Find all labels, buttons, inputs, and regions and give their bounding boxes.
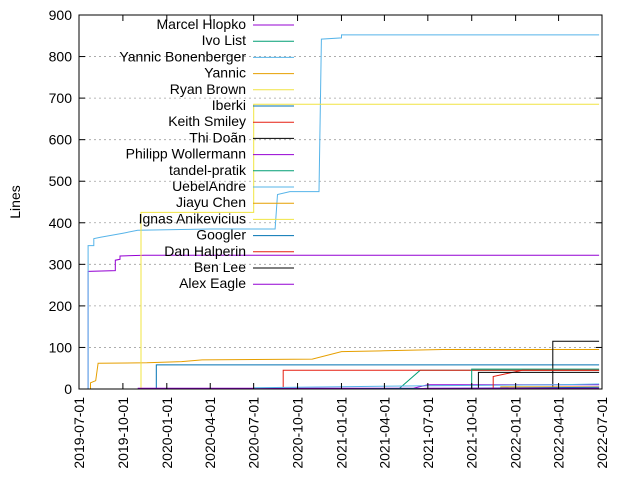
legend-label: tandel-pratik — [169, 162, 247, 178]
series-line — [471, 368, 600, 389]
series-line — [90, 349, 600, 389]
legend-label: Thi Doãn — [189, 129, 246, 145]
legend-label: Alex Eagle — [179, 275, 246, 291]
x-tick-label: 2021-07-01 — [420, 397, 436, 469]
y-tick-label: 400 — [49, 215, 73, 231]
series-line — [140, 103, 600, 389]
legend-label: Ryan Brown — [170, 81, 246, 97]
series-line — [552, 340, 600, 389]
y-tick-label: 700 — [49, 90, 73, 106]
series-line — [282, 369, 600, 389]
y-tick-label: 600 — [49, 132, 73, 148]
x-tick-label: 2022-04-01 — [551, 397, 567, 469]
grid — [79, 56, 602, 348]
series-line — [492, 369, 600, 389]
x-tick-label: 2019-10-01 — [115, 397, 131, 469]
y-tick-label: 300 — [49, 256, 73, 272]
y-tick-label: 0 — [64, 381, 72, 397]
y-axis-label: Lines — [7, 185, 23, 218]
legend-label: Philipp Wollermann — [126, 146, 246, 162]
y-tick-label: 200 — [49, 298, 73, 314]
x-tick-label: 2020-04-01 — [202, 397, 218, 469]
x-tick-label: 2021-01-01 — [333, 397, 349, 469]
legend-label: Yannic — [204, 65, 246, 81]
y-tick-label: 900 — [49, 7, 73, 23]
y-tick-label: 500 — [49, 173, 73, 189]
legend-label: Yannic Bonenberger — [119, 48, 246, 64]
x-tick-label: 2020-01-01 — [159, 397, 175, 469]
x-tick-label: 2022-07-01 — [594, 397, 610, 469]
series-line — [477, 371, 600, 389]
x-tick-label: 2020-10-01 — [290, 397, 306, 469]
x-tick-label: 2020-07-01 — [246, 397, 262, 469]
y-tick-label: 800 — [49, 49, 73, 65]
legend-label: Jiayu Chen — [176, 194, 246, 210]
plot-border — [78, 14, 603, 390]
legend-label: Ivo List — [202, 32, 246, 48]
series-line — [87, 254, 600, 389]
x-tick-label: 2022-01-01 — [508, 397, 524, 469]
x-tick-label: 2021-04-01 — [376, 397, 392, 469]
legend-label: Marcel Hlopko — [157, 16, 247, 32]
x-tick-label: 2019-07-01 — [71, 397, 87, 469]
legend-label: Dan Halperin — [164, 243, 246, 259]
y-tick-label: 100 — [49, 339, 73, 355]
axes: 0 100 200 300 400 500 600 700 800 900 2019-07-01 20… — [49, 7, 610, 469]
legend-label: Googler — [196, 227, 246, 243]
legend-label: Ignas Anikevicius — [139, 210, 246, 226]
series-line — [155, 364, 600, 389]
x-tick-label: 2021-10-01 — [464, 397, 480, 469]
legend-label: Iberki — [212, 97, 246, 113]
legend-label: Keith Smiley — [168, 113, 246, 129]
series-line — [87, 34, 600, 389]
legend-label: Ben Lee — [194, 259, 246, 275]
legend-label: UebelAndre — [172, 178, 246, 194]
